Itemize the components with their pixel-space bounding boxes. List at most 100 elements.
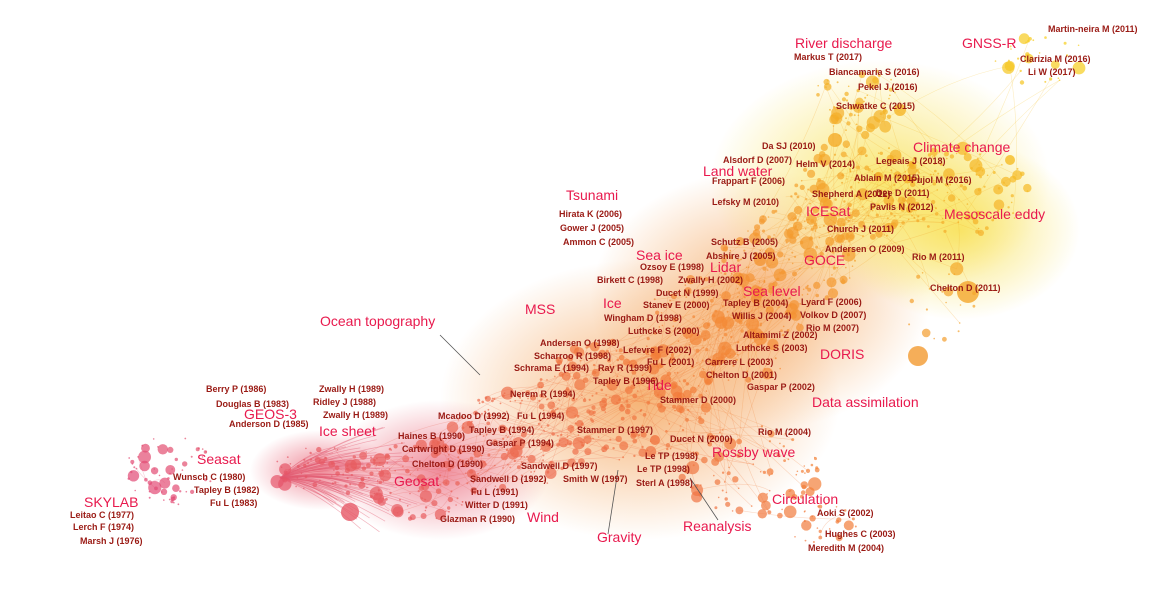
network-node: [669, 377, 671, 380]
ref-label: Frappart F (2006): [712, 176, 786, 186]
network-node: [828, 528, 831, 530]
network-node: [455, 481, 460, 486]
network-edge: [670, 379, 709, 449]
ref-label: Dee D (2011): [876, 188, 930, 198]
network-edge: [494, 398, 582, 443]
network-node: [857, 114, 860, 117]
network-node: [761, 367, 774, 380]
network-edge: [826, 110, 860, 244]
network-node: [891, 199, 895, 202]
network-node: [787, 212, 797, 222]
network-node: [409, 492, 411, 495]
network-node: [858, 71, 866, 79]
network-node: [959, 304, 962, 306]
network-edge: [279, 475, 359, 485]
network-node: [732, 364, 735, 367]
network-node: [618, 348, 623, 353]
network-node: [523, 456, 526, 458]
network-node: [872, 228, 875, 231]
network-node: [560, 466, 564, 471]
network-node: [731, 362, 733, 364]
network-node: [739, 451, 742, 454]
network-node: [762, 229, 765, 233]
network-node: [557, 392, 561, 395]
network-node: [829, 114, 839, 125]
network-node: [824, 295, 830, 301]
network-node: [270, 475, 284, 489]
network-node: [466, 420, 473, 427]
network-node: [877, 152, 880, 154]
network-node: [854, 525, 857, 528]
network-node: [646, 345, 648, 348]
network-node: [977, 229, 985, 236]
ref-label: Fu L (1983): [210, 498, 258, 508]
network-edge: [619, 399, 752, 507]
network-edge: [739, 510, 854, 520]
ref-label: Ozsoy E (1998): [640, 262, 705, 272]
network-node: [733, 271, 736, 274]
network-node: [314, 457, 321, 463]
topic-data-assimilation: Data assimilation: [812, 394, 919, 410]
network-node: [529, 479, 531, 482]
network-node: [520, 455, 523, 458]
network-edge: [502, 379, 542, 468]
network-node: [679, 346, 682, 349]
network-node: [882, 106, 885, 109]
network-node: [730, 335, 733, 339]
network-node: [646, 337, 650, 341]
network-node: [442, 479, 450, 486]
network-node: [949, 183, 952, 186]
network-node: [734, 353, 737, 355]
network-node: [832, 125, 835, 127]
network-node: [546, 379, 548, 381]
network-node: [786, 242, 788, 244]
network-edge: [975, 40, 1029, 166]
network-node: [791, 438, 795, 442]
network-node: [845, 231, 855, 242]
network-node: [303, 458, 306, 461]
network-node: [847, 202, 852, 208]
ref-label: Zwally H (2002): [678, 275, 744, 285]
network-node: [856, 165, 861, 170]
network-node: [296, 465, 300, 468]
network-node: [579, 429, 582, 432]
network-node: [204, 478, 207, 482]
network-node: [579, 360, 582, 362]
network-node: [419, 490, 432, 503]
network-edge: [537, 386, 545, 432]
ref-label: Pekel J (2016): [858, 82, 918, 92]
network-node: [702, 338, 707, 342]
network-node: [557, 435, 559, 437]
network-node: [447, 458, 450, 460]
network-node: [646, 449, 649, 452]
network-node: [885, 162, 888, 165]
network-node: [723, 272, 727, 276]
network-edge: [825, 86, 878, 216]
ref-label: Stammer D (1997): [577, 425, 654, 435]
network-node: [769, 293, 772, 296]
network-edge: [971, 79, 1060, 169]
network-node: [919, 189, 923, 193]
network-node: [478, 460, 487, 468]
network-node: [333, 469, 335, 471]
ref-label: Ammon C (2005): [563, 237, 635, 247]
network-node: [1002, 61, 1015, 74]
network-node: [683, 389, 692, 399]
network-node: [836, 267, 838, 269]
network-edge: [279, 477, 374, 502]
network-edge: [738, 241, 850, 279]
network-node: [167, 446, 174, 453]
network-node: [831, 274, 833, 276]
network-node: [1072, 61, 1086, 75]
network-node: [799, 184, 805, 190]
network-edge: [714, 298, 755, 462]
network-node: [411, 449, 413, 452]
topic-goce: GOCE: [804, 252, 846, 268]
network-node: [731, 510, 734, 512]
network-node: [714, 506, 718, 510]
network-edge: [477, 349, 576, 475]
network-node: [701, 359, 704, 362]
network-node: [647, 388, 649, 391]
network-node: [520, 461, 523, 464]
ref-label: Lefsky M (2010): [712, 197, 780, 207]
